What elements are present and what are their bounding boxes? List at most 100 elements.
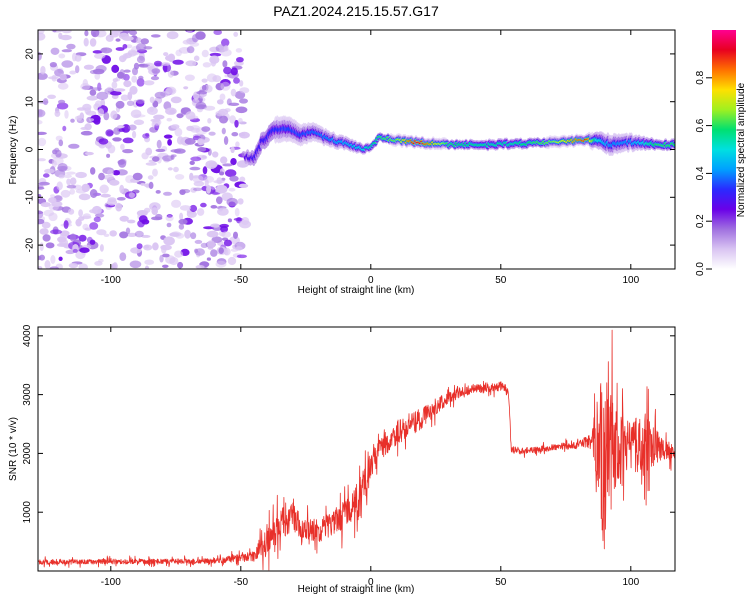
spectrogram-y-axis-label: Frequency (Hz) xyxy=(8,116,19,185)
noise-blob xyxy=(220,156,228,164)
noise-blob xyxy=(235,106,248,114)
spectrogram-x-ticks: -100 -50 0 50 100 xyxy=(101,30,640,286)
noise-blob xyxy=(49,61,58,68)
x-tick-label: 0 xyxy=(368,577,374,588)
noise-blob xyxy=(201,78,208,83)
snr-background xyxy=(38,327,675,571)
noise-blob xyxy=(119,215,129,222)
noise-blob xyxy=(78,209,83,217)
noise-blob xyxy=(119,184,125,194)
noise-blob xyxy=(66,43,76,50)
x-tick-label: 50 xyxy=(495,577,507,588)
noise-blob xyxy=(186,46,195,54)
snr-panel: -100 -50 0 50 100 1000 2000 3000 4000 Height of… xyxy=(8,324,676,595)
noise-blob xyxy=(184,229,192,239)
noise-blob xyxy=(208,131,216,136)
noise-blob xyxy=(213,30,222,35)
noise-blob xyxy=(219,171,225,176)
noise-blob xyxy=(129,85,138,95)
noise-blob xyxy=(147,175,154,180)
noise-blob xyxy=(177,261,184,269)
noise-blob xyxy=(129,260,142,269)
snr-y-axis-label: SNR (10 * v/v) xyxy=(8,417,19,481)
noise-blob xyxy=(216,196,223,205)
noise-blob xyxy=(174,174,185,180)
noise-blob xyxy=(89,38,97,47)
noise-blob xyxy=(206,230,219,238)
noise-blob xyxy=(159,254,164,263)
x-tick-label: 0 xyxy=(368,275,374,286)
noise-blob xyxy=(89,69,98,75)
noise-blob xyxy=(215,260,227,268)
noise-blob xyxy=(113,261,118,269)
noise-blob xyxy=(58,53,66,59)
noise-blob xyxy=(194,239,203,244)
noise-blob xyxy=(80,127,88,130)
x-tick-label: -100 xyxy=(101,275,121,286)
noise-blob xyxy=(68,208,75,215)
noise-blob xyxy=(174,127,183,137)
noise-blob xyxy=(149,96,155,104)
noise-blob xyxy=(166,222,172,228)
noise-blob xyxy=(206,257,211,261)
noise-blob xyxy=(218,247,224,254)
noise-blob xyxy=(167,69,174,78)
noise-blob xyxy=(165,107,177,115)
noise-blob xyxy=(229,175,239,182)
noise-blob xyxy=(239,80,244,87)
noise-blob xyxy=(98,172,105,181)
noise-blob xyxy=(63,220,69,229)
noise-blob xyxy=(183,86,189,90)
noise-blob xyxy=(185,111,196,120)
noise-blob xyxy=(112,78,119,83)
colorbar-tick-label: 0.2 xyxy=(695,214,706,228)
noise-blob xyxy=(155,190,161,194)
noise-blob xyxy=(190,125,200,131)
noise-blob xyxy=(84,227,92,231)
noise-blob xyxy=(165,55,174,61)
noise-blob xyxy=(115,47,125,51)
noise-blob xyxy=(83,37,89,47)
noise-blob xyxy=(109,179,120,186)
noise-blob xyxy=(210,57,217,67)
noise-blob xyxy=(141,210,149,214)
noise-blob xyxy=(38,218,45,225)
noise-blob xyxy=(91,87,103,91)
noise-blob xyxy=(216,177,223,185)
noise-blob xyxy=(154,91,166,99)
noise-blob xyxy=(122,149,134,154)
noise-blob xyxy=(81,183,90,193)
noise-blob xyxy=(166,31,179,40)
noise-blob xyxy=(38,255,42,261)
noise-blob xyxy=(89,89,97,96)
noise-blob xyxy=(170,96,182,104)
noise-blob xyxy=(198,93,204,99)
noise-blob xyxy=(174,250,184,258)
noise-blob xyxy=(163,52,169,57)
noise-blob xyxy=(199,138,205,145)
noise-blob xyxy=(103,111,110,121)
noise-blob xyxy=(90,30,100,38)
noise-blob xyxy=(117,159,125,165)
noise-blob xyxy=(65,249,75,255)
noise-blob xyxy=(165,214,174,222)
noise-blob xyxy=(170,231,182,237)
noise-blob xyxy=(131,75,138,83)
noise-blob xyxy=(92,50,103,54)
noise-blob xyxy=(202,166,208,175)
noise-blob xyxy=(222,60,228,68)
noise-blob xyxy=(126,232,137,237)
noise-blob xyxy=(210,223,221,228)
colorbar-gradient xyxy=(712,30,736,269)
noise-blob xyxy=(165,88,176,94)
noise-blob xyxy=(239,87,250,94)
noise-blob xyxy=(190,156,202,162)
noise-blob xyxy=(221,231,232,238)
noise-blob xyxy=(81,215,92,220)
noise-blob xyxy=(109,230,117,237)
noise-blob xyxy=(238,117,243,124)
noise-blob xyxy=(234,119,239,128)
noise-blob xyxy=(76,115,83,121)
noise-blob xyxy=(227,256,237,266)
noise-blob xyxy=(84,30,89,37)
